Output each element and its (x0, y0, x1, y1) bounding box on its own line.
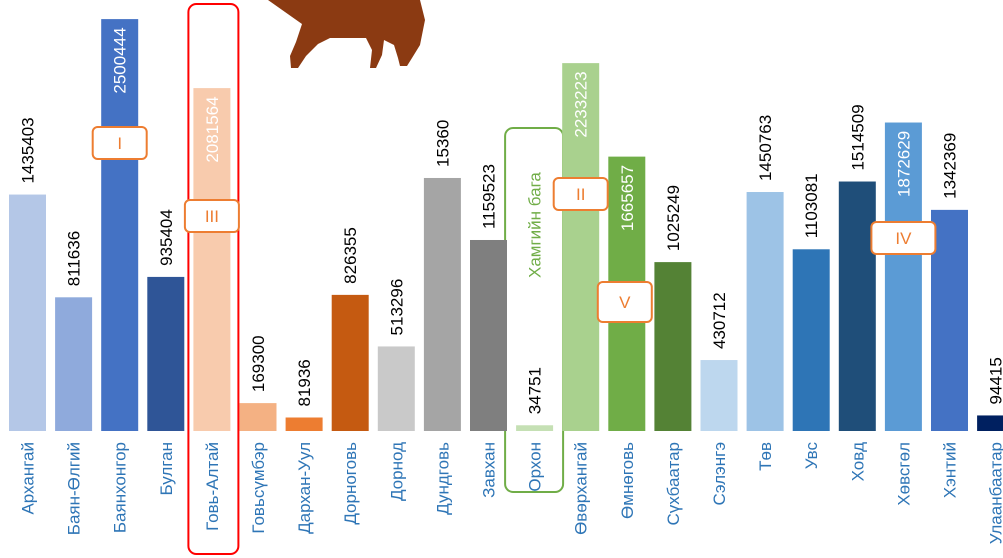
bar (746, 192, 784, 431)
annotation-box (183, 199, 240, 233)
bar (423, 177, 461, 431)
bar (516, 425, 554, 431)
value-label: 935404 (157, 209, 176, 266)
category-label: Хөвсгөл (894, 442, 913, 506)
value-label: 34751 (526, 367, 545, 414)
value-label: 169300 (249, 335, 268, 392)
annotation-box (596, 281, 653, 323)
value-label: 2233223 (572, 71, 591, 137)
value-label: 1103081 (802, 173, 821, 238)
annotation-label: IV (895, 229, 912, 248)
value-label: 1025249 (664, 185, 683, 251)
bar (562, 63, 600, 432)
bar (931, 209, 968, 431)
value-label: 1514509 (848, 104, 867, 170)
value-label: 1159523 (480, 164, 499, 229)
value-label: 1342369 (941, 133, 960, 199)
value-label: 15360 (433, 120, 452, 167)
bar (792, 249, 830, 431)
value-label: 811636 (65, 231, 84, 286)
bar (977, 415, 1003, 431)
category-label: Орхон (526, 442, 545, 492)
annotation-label: V (619, 293, 631, 312)
category-label: Архангай (19, 442, 38, 515)
annotation-box (91, 126, 148, 160)
bar (55, 297, 93, 431)
bar (101, 19, 139, 431)
annotation-box (870, 221, 937, 255)
category-label: Сэлэнгэ (710, 442, 729, 505)
category-label: Увс (802, 442, 821, 470)
value-label: 513296 (387, 279, 406, 336)
bar (838, 181, 876, 431)
highlight-frame-red (187, 3, 240, 555)
category-label: Сүхбаатар (664, 442, 683, 525)
bar (331, 294, 369, 431)
annotation-note: Хамгийн бага (526, 172, 545, 278)
category-label: Баян-Өлгий (65, 442, 84, 535)
category-label: Хэнтий (941, 442, 960, 498)
category-label: Баянхонгор (111, 442, 130, 533)
bar (285, 417, 323, 431)
annotation-label: I (117, 134, 122, 153)
value-label: 2081564 (203, 96, 222, 162)
category-label: Говь-Алтай (203, 442, 222, 531)
category-label: Ховд (848, 442, 867, 481)
bar (377, 346, 415, 431)
category-label: Булган (157, 442, 176, 496)
value-label: 94415 (987, 357, 1003, 404)
value-label: 2500444 (111, 27, 130, 93)
annotation-label: III (205, 207, 219, 226)
value-label: 826355 (341, 227, 360, 284)
bar (147, 276, 185, 431)
value-label: 430712 (710, 292, 729, 349)
value-label: 81936 (295, 359, 314, 406)
value-label: 1450763 (756, 115, 775, 181)
category-label: Дорноговь (341, 442, 360, 525)
value-label: 1665657 (618, 165, 637, 231)
category-label: Төв (756, 442, 775, 471)
bar (470, 239, 507, 431)
category-label: Өмнөговь (618, 442, 637, 519)
category-label: Говьсүмбэр (249, 442, 268, 534)
bar (654, 262, 692, 431)
category-label: Дархан-Уул (295, 442, 314, 534)
value-label: 1435403 (19, 117, 38, 183)
category-label: Завхан (480, 442, 499, 498)
bar (9, 194, 46, 431)
category-label: Улаанбаатар (987, 442, 1003, 544)
animal-silhouette-icon (268, 0, 425, 68)
annotation-box (552, 177, 609, 211)
category-label: Дундговь (433, 442, 452, 515)
annotation-label: II (576, 185, 585, 204)
value-label: 1872629 (894, 131, 913, 197)
category-label: Өвөрхангай (572, 442, 591, 535)
bar (884, 122, 922, 431)
bar (193, 88, 231, 432)
category-label: Дорнод (387, 442, 406, 501)
bar (700, 360, 738, 431)
bar (239, 403, 277, 431)
